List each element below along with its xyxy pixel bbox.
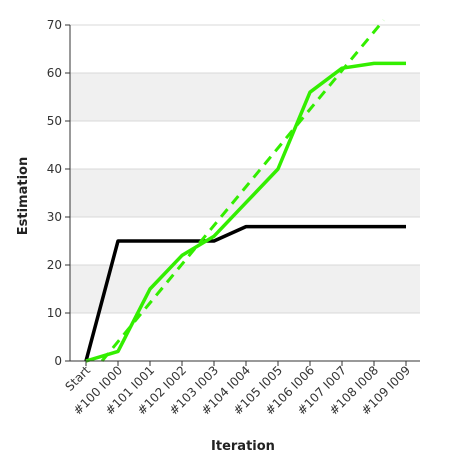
- y-axis-title: Estimation: [16, 157, 31, 235]
- y-tick-label: 20: [47, 258, 62, 272]
- grid-band: [70, 265, 420, 313]
- y-tick-label: 70: [47, 18, 62, 32]
- y-tick-label: 50: [47, 114, 62, 128]
- y-tick-label: 40: [47, 162, 62, 176]
- y-axis-ticks: 0 10 20 30 40 50 60 70: [47, 18, 70, 368]
- x-axis-ticks: Start#100 I000#101 I001#102 I002#103 I00…: [62, 361, 413, 418]
- background-bands: [70, 73, 420, 313]
- series-line-green: [85, 61, 406, 363]
- gridlines: [70, 24, 420, 314]
- y-tick-label: 30: [47, 210, 62, 224]
- y-tick-label: 10: [47, 306, 62, 320]
- grid-band: [70, 169, 420, 217]
- series-line-black: [84, 224, 406, 362]
- axes: [69, 25, 420, 362]
- y-tick-label: 0: [54, 354, 62, 368]
- grid-band: [70, 73, 420, 121]
- series-line-green-trend: [100, 19, 385, 362]
- series-layer: [84, 19, 406, 363]
- y-tick-label: 60: [47, 66, 62, 80]
- x-axis-title: Iteration: [211, 439, 275, 454]
